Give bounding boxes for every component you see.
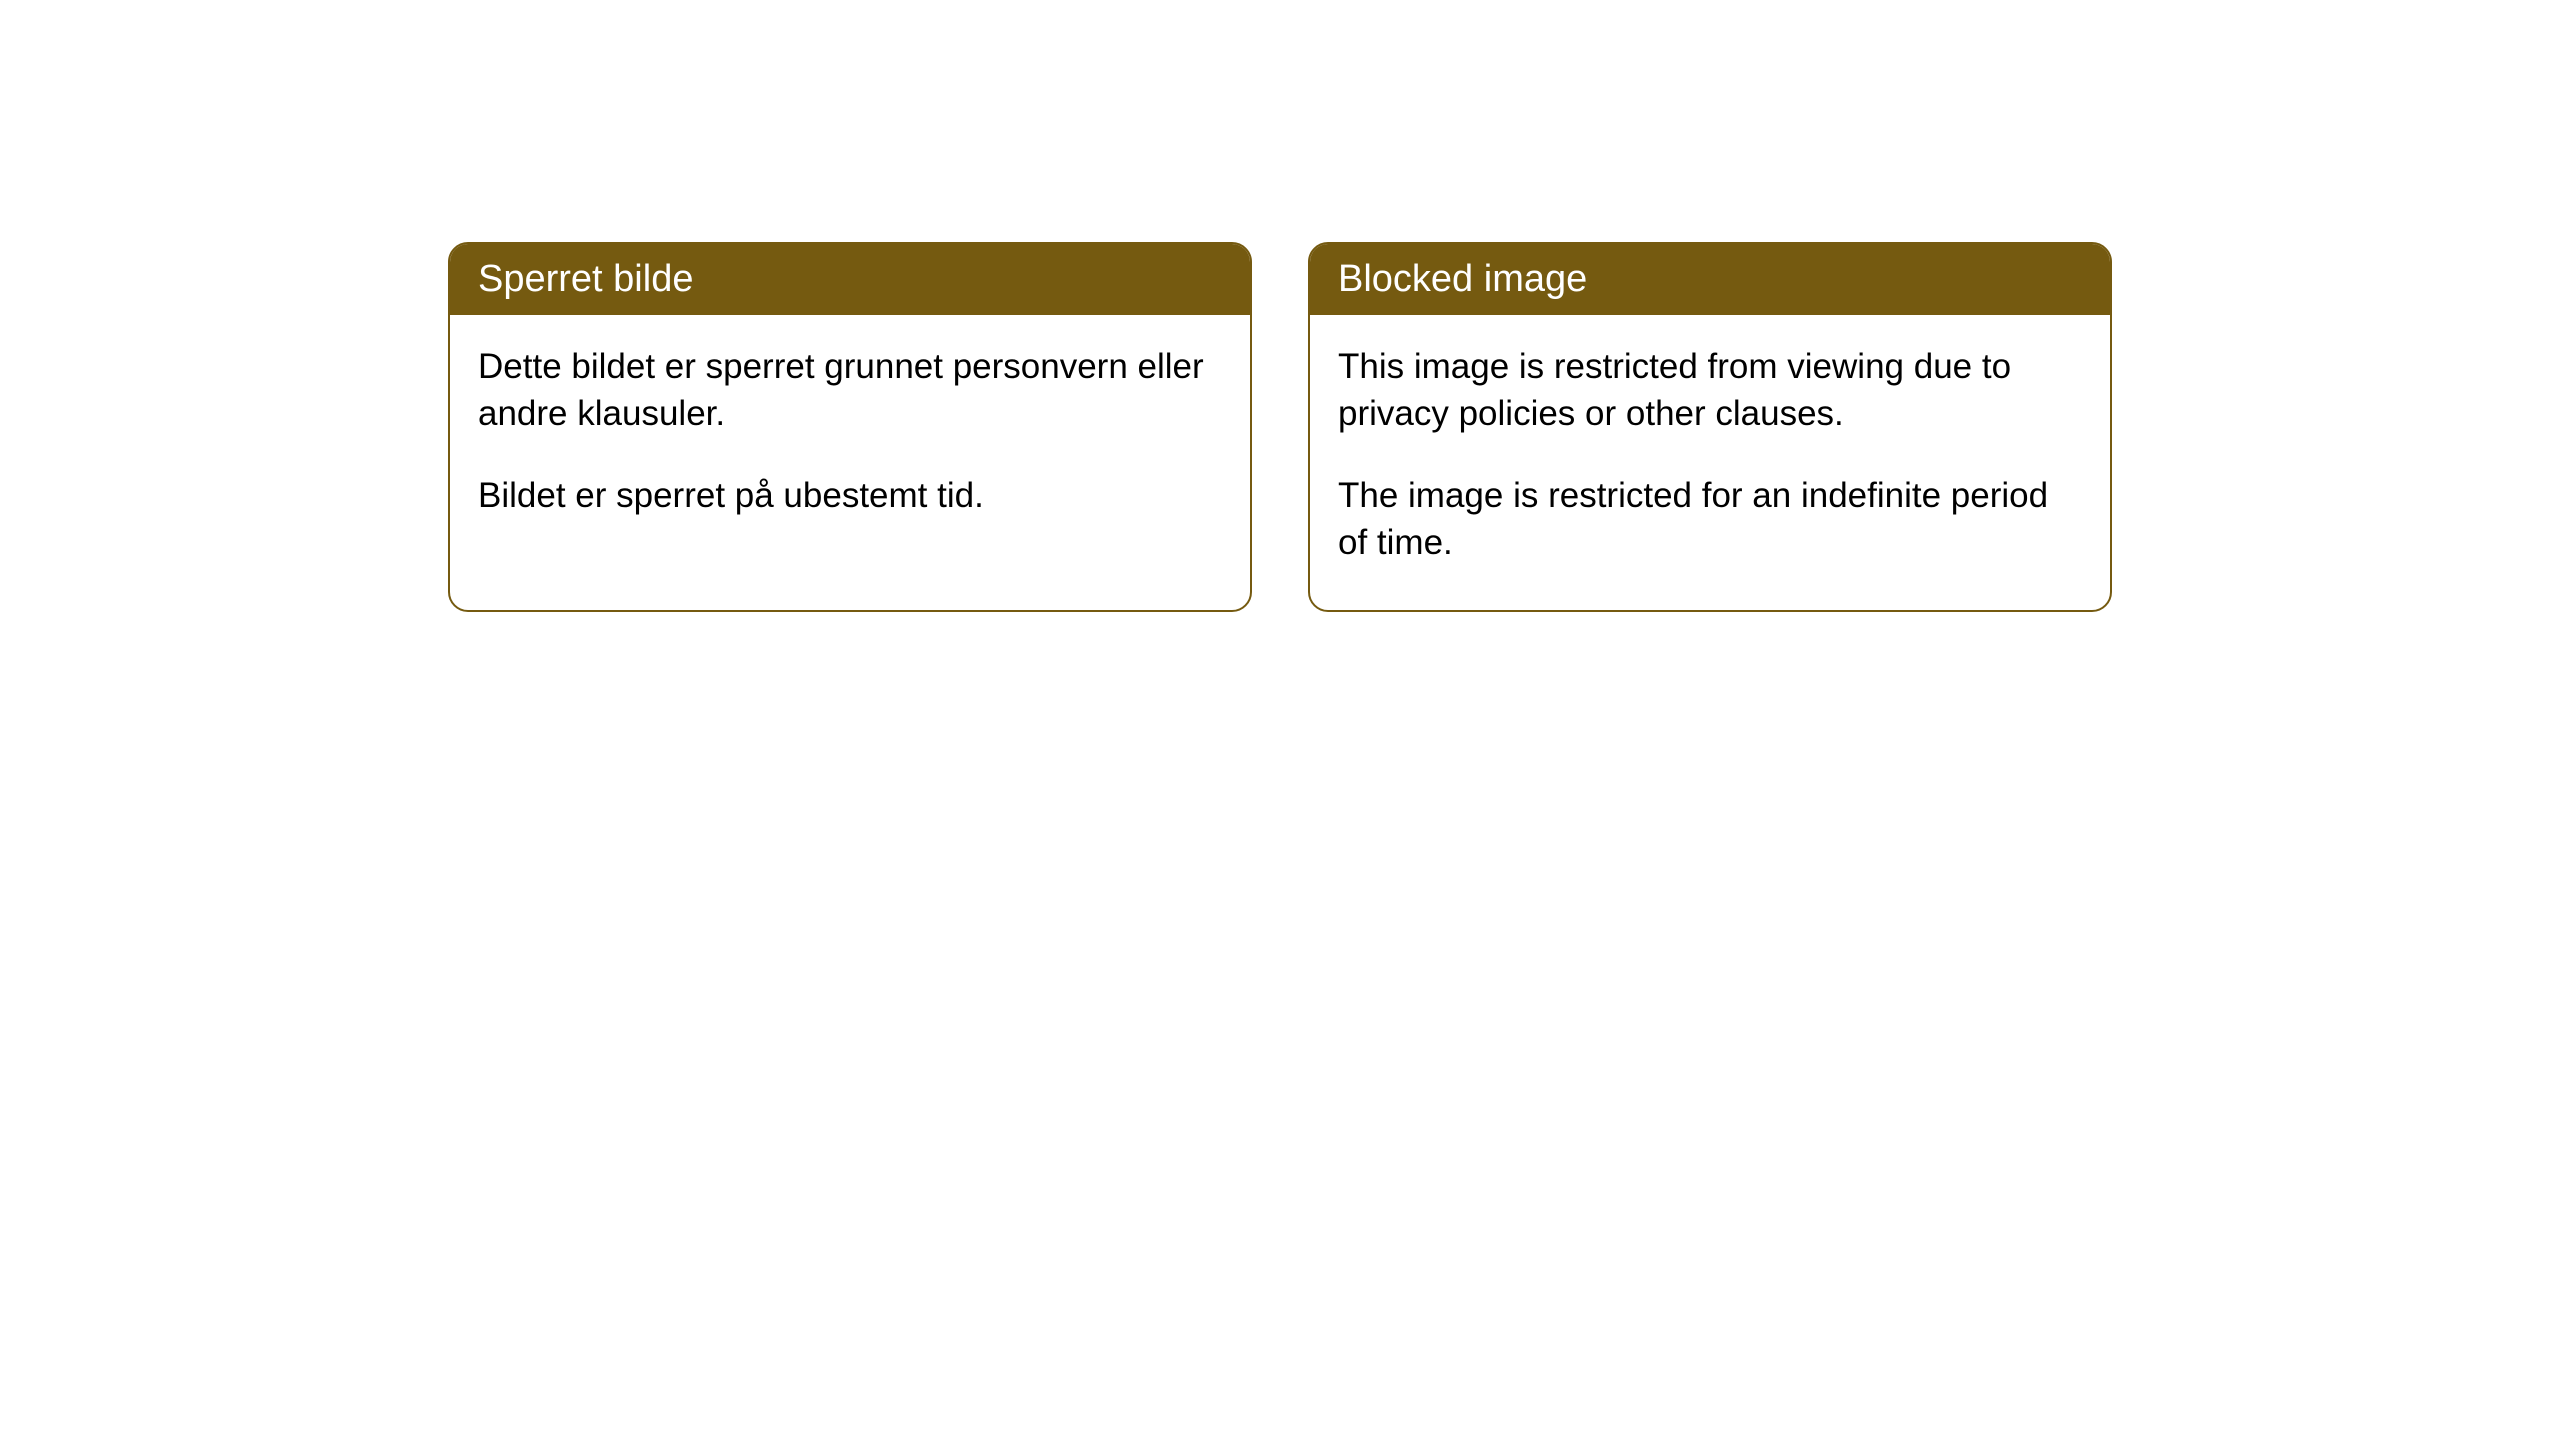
card-body: This image is restricted from viewing du…	[1310, 315, 2110, 610]
blocked-image-card-norwegian: Sperret bilde Dette bildet er sperret gr…	[448, 242, 1252, 612]
card-header: Blocked image	[1310, 244, 2110, 315]
card-title: Sperret bilde	[478, 258, 693, 300]
cards-container: Sperret bilde Dette bildet er sperret gr…	[0, 0, 2560, 612]
card-paragraph-2: Bildet er sperret på ubestemt tid.	[478, 472, 1222, 519]
card-body: Dette bildet er sperret grunnet personve…	[450, 315, 1250, 563]
card-paragraph-1: This image is restricted from viewing du…	[1338, 343, 2082, 438]
card-title: Blocked image	[1338, 258, 1587, 300]
card-paragraph-1: Dette bildet er sperret grunnet personve…	[478, 343, 1222, 438]
card-header: Sperret bilde	[450, 244, 1250, 315]
card-paragraph-2: The image is restricted for an indefinit…	[1338, 472, 2082, 567]
blocked-image-card-english: Blocked image This image is restricted f…	[1308, 242, 2112, 612]
